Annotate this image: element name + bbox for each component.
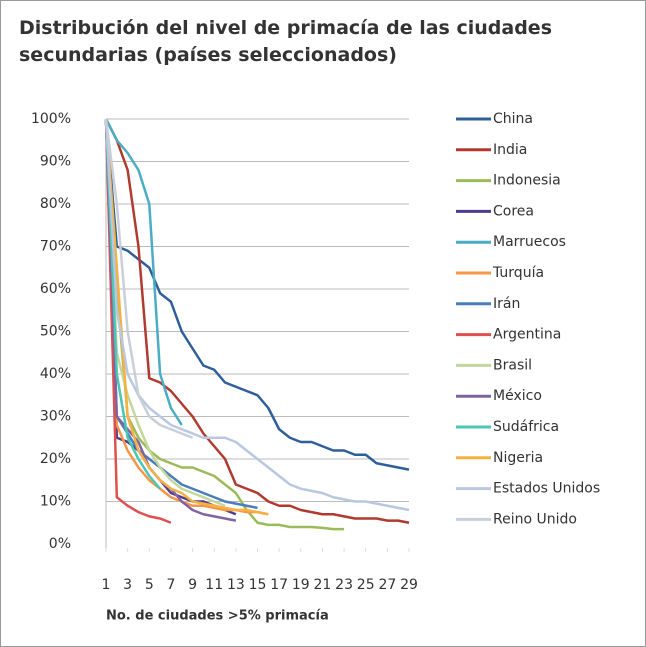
legend-label: Sudáfrica	[493, 419, 559, 435]
y-tick-label: 0%	[49, 536, 71, 552]
x-tick-label: 27	[378, 577, 396, 593]
y-tick-label: 20%	[40, 451, 71, 467]
y-tick-label: 80%	[40, 196, 71, 212]
series-line	[104, 118, 410, 471]
x-tick-label: 7	[166, 577, 175, 593]
x-tick-label: 19	[292, 577, 310, 593]
x-tick-label: 9	[188, 577, 197, 593]
x-axis-title: No. de ciudades >5% primacía	[106, 609, 329, 624]
x-tick-label: 1	[102, 577, 111, 593]
series-line	[104, 118, 410, 512]
series-line	[104, 118, 194, 439]
x-tick-label: 3	[123, 577, 132, 593]
y-tick-label: 70%	[40, 239, 71, 255]
legend-label: Irán	[493, 296, 520, 312]
x-tick-label: 11	[205, 577, 223, 593]
legend-label: México	[493, 388, 542, 404]
legend-label: Estados Unidos	[493, 481, 600, 497]
legend-label: Corea	[493, 203, 534, 219]
x-tick-label: 15	[249, 577, 267, 593]
series-line	[104, 118, 345, 531]
x-tick-label: 17	[270, 577, 288, 593]
y-tick-label: 50%	[40, 324, 71, 340]
x-tick-label: 25	[357, 577, 375, 593]
x-tick-label: 13	[227, 577, 245, 593]
legend-label: Turquía	[492, 265, 544, 281]
series-line	[104, 118, 226, 507]
series-line	[104, 118, 410, 524]
series-line	[104, 118, 172, 524]
x-tick-label: 23	[335, 577, 353, 593]
legend-label: Nigeria	[493, 450, 543, 466]
legend-label: India	[493, 142, 527, 158]
y-tick-label: 100%	[31, 111, 71, 127]
series-line	[104, 118, 183, 426]
y-tick-label: 90%	[40, 154, 71, 170]
legend-label: Marruecos	[493, 234, 566, 250]
x-tick-label: 5	[145, 577, 154, 593]
legend-label: Reino Unido	[493, 511, 577, 527]
legend-label: China	[493, 111, 533, 127]
x-tick-label: 29	[400, 577, 418, 593]
y-tick-label: 40%	[40, 366, 71, 382]
series-line	[104, 118, 258, 510]
series-line	[104, 118, 162, 490]
legend-label: Brasil	[493, 357, 532, 373]
x-tick-label: 21	[314, 577, 332, 593]
legend-label: Argentina	[493, 327, 561, 343]
y-tick-label: 60%	[40, 281, 71, 297]
series-line	[104, 118, 269, 516]
y-tick-label: 30%	[40, 409, 71, 425]
y-tick-label: 10%	[40, 494, 71, 510]
legend-label: Indonesia	[493, 173, 561, 189]
chart-title: Distribución del nivel de primacía de la…	[19, 17, 553, 66]
series-line	[104, 118, 269, 516]
